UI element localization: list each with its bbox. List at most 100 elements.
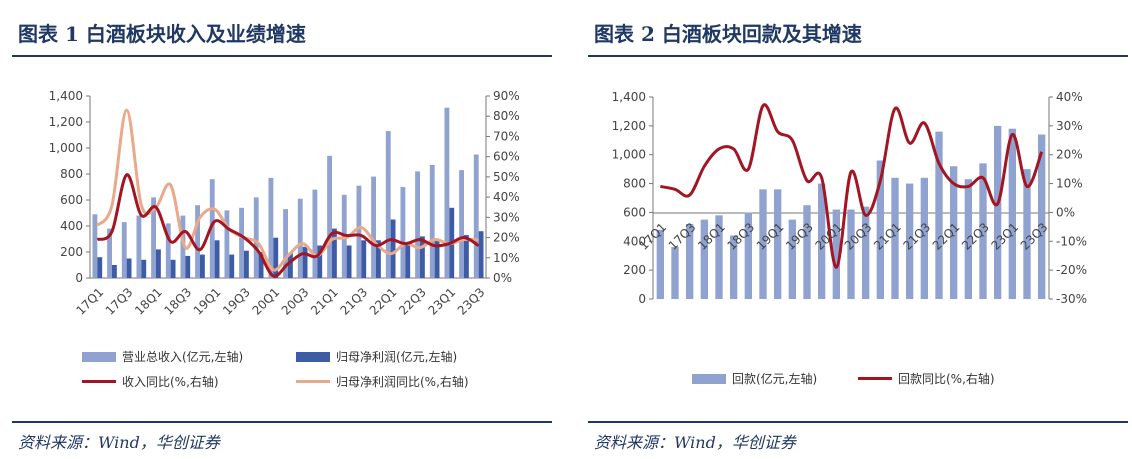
x-tick-label: 23Q1 [988, 220, 1021, 253]
legend-label-revenue-yoy: 收入同比(%,右轴) [122, 375, 219, 389]
source-rule-right [588, 421, 1128, 423]
y-right-tick-label: 50% [493, 170, 520, 184]
bar-primary [671, 247, 679, 299]
legend-item-collection-yoy: 回款同比(%,右轴) [858, 370, 995, 387]
bar-primary [744, 212, 752, 299]
bar-secondary [317, 245, 323, 278]
bar-secondary [112, 265, 117, 278]
y-right-tick-label: 80% [493, 109, 520, 123]
bar-primary [1008, 128, 1016, 299]
bar-primary [759, 189, 767, 299]
bar-secondary [361, 240, 367, 278]
x-tick-label: 22Q1 [367, 285, 400, 318]
bar-secondary [229, 254, 235, 278]
legend-item-revenue: 营业总收入(亿元,左轴) [82, 348, 243, 365]
bar-primary [715, 215, 723, 299]
legend-swatch-collection [692, 373, 726, 384]
bar-primary [832, 209, 840, 299]
bar-primary [268, 177, 274, 278]
y-left-tick-label: 1,000 [612, 148, 646, 162]
bar-secondary [346, 245, 352, 278]
y-left-tick-label: 400 [60, 219, 83, 233]
bar-primary [730, 235, 738, 299]
bar-primary [700, 219, 708, 299]
y-right-tick-label: -10% [1056, 234, 1087, 248]
bar-primary [209, 179, 215, 278]
y-left-tick-label: 0 [75, 271, 83, 285]
bar-secondary [244, 250, 249, 278]
line-primary [96, 173, 480, 278]
bar-primary [459, 170, 464, 278]
y-right-tick-label: 60% [493, 150, 520, 164]
bar-secondary [405, 242, 411, 278]
legend-swatch-profit [296, 351, 330, 362]
bar-secondary [97, 257, 103, 278]
bar-secondary [141, 259, 147, 278]
x-tick-label: 19Q1 [191, 285, 224, 318]
bar-secondary [170, 259, 176, 278]
x-tick-label: 23Q3 [1018, 220, 1051, 253]
x-tick-label: 17Q3 [103, 285, 136, 318]
bar-secondary [478, 231, 484, 278]
legend-swatch-collection-yoy [858, 377, 892, 380]
y-right-tick-label: 40% [1056, 90, 1083, 104]
bar-secondary [434, 239, 440, 278]
y-left-tick-label: 200 [60, 245, 83, 259]
x-tick-label: 17Q1 [73, 285, 106, 318]
bar-secondary [302, 246, 308, 278]
x-tick-label: 21Q3 [337, 285, 370, 318]
x-tick-label: 19Q1 [754, 220, 787, 253]
y-left-tick-label: 400 [623, 234, 646, 248]
y-left-tick-label: 600 [60, 193, 83, 207]
source-rule-left [12, 421, 552, 423]
bar-primary [429, 164, 435, 278]
bar-primary [964, 179, 972, 299]
bar-primary [876, 160, 884, 299]
bar-secondary [126, 258, 132, 278]
y-right-tick-label: 0% [1056, 205, 1075, 219]
bar-secondary [273, 237, 279, 278]
bar-primary [847, 209, 855, 299]
bar-primary [920, 177, 928, 299]
bar-primary [385, 131, 391, 278]
bar-primary [195, 205, 200, 278]
chart-title-right: 图表 2 白酒板块回款及其增速 [594, 22, 862, 46]
x-tick-label: 17Q3 [666, 220, 699, 253]
x-tick-label: 22Q3 [959, 220, 992, 253]
bar-primary [121, 222, 127, 278]
legend-item-profit: 归母净利润(亿元,左轴) [296, 348, 457, 365]
bar-secondary [376, 240, 381, 278]
bar-primary [788, 219, 796, 299]
source-note-left: 资料来源：Wind，华创证券 [18, 433, 220, 452]
chart-title-left: 图表 1 白酒板块收入及业绩增速 [18, 22, 306, 46]
x-tick-label: 22Q3 [396, 285, 429, 318]
bar-primary [151, 197, 156, 278]
legend-label-profit: 归母净利润(亿元,左轴) [336, 350, 458, 364]
legend-label-collection: 回款(亿元,左轴) [732, 372, 818, 386]
y-right-tick-label: 20% [1056, 148, 1083, 162]
bar-primary [400, 187, 406, 278]
bar-primary [371, 176, 376, 278]
bar-secondary [156, 249, 161, 278]
x-tick-label: 23Q3 [455, 285, 488, 318]
legend-label-collection-yoy: 回款同比(%,右轴) [898, 372, 995, 386]
title-rule-right [588, 55, 1128, 57]
x-tick-label: 21Q1 [308, 285, 341, 318]
legend-item-collection: 回款(亿元,左轴) [692, 370, 817, 387]
line-primary [660, 103, 1044, 269]
bar-secondary [288, 253, 293, 278]
y-right-tick-label: 10% [1056, 177, 1083, 191]
bar-primary [165, 223, 171, 278]
bar-primary [979, 163, 987, 299]
y-right-tick-label: 30% [1056, 119, 1083, 133]
legend-swatch-profit-yoy [296, 380, 330, 383]
x-tick-label: 21Q1 [871, 220, 904, 253]
bar-primary [356, 185, 362, 278]
x-tick-label: 19Q3 [220, 285, 253, 318]
chart-panel-right: 图表 2 白酒板块回款及其增速 0 200 400 600 800 1,000 1,200 1… [576, 0, 1132, 459]
x-tick-label: 18Q3 [724, 220, 757, 253]
bar-primary [906, 183, 914, 299]
y-left-tick-label: 800 [623, 177, 646, 191]
bar-primary [327, 155, 332, 278]
chart-svg-left: 0 200 400 600 800 1,000 1,200 1,400 0% 10% 20% 30% 4… [49, 89, 520, 318]
